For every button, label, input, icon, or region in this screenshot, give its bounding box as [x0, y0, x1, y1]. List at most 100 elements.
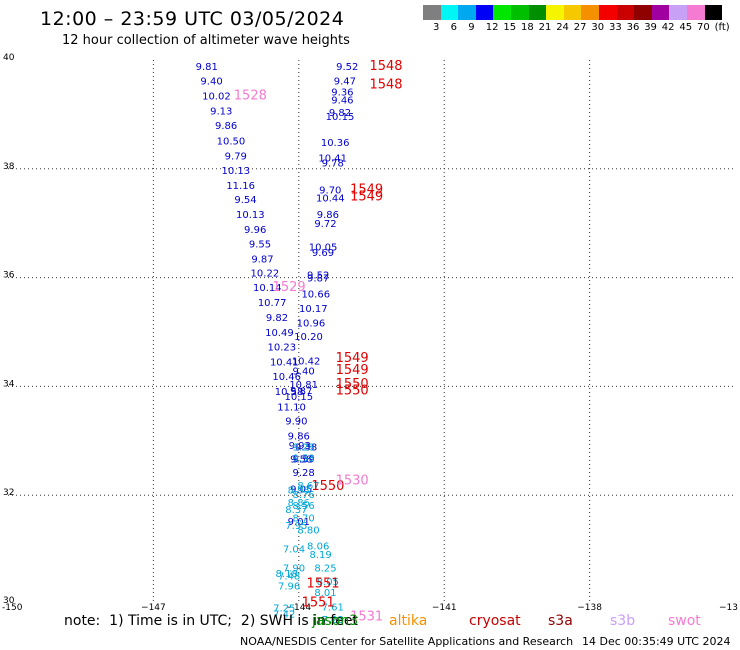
data-point-label: 9.86 [215, 121, 237, 132]
color-scale-swatch [616, 5, 635, 20]
data-point-label: 1550 [311, 479, 344, 494]
color-scale-label: 15 [503, 22, 517, 33]
data-point-label: 10.17 [299, 304, 328, 315]
data-point-label: 8.06 [307, 542, 329, 553]
data-point-label: 9.36 [331, 87, 353, 98]
data-point-label: 9.52 [336, 62, 358, 73]
data-point-label: 9.78 [322, 159, 344, 170]
data-point-label: 7.25 [273, 604, 295, 615]
data-point-label: 11.16 [226, 181, 255, 192]
data-point-label: 10.05 [309, 242, 338, 253]
data-point-label: 10.14 [253, 283, 282, 294]
color-scale-label: 21 [538, 22, 552, 33]
data-point-label: 10.41 [318, 154, 347, 165]
color-scale-swatch [704, 5, 723, 20]
satellite-legend-item: swot [668, 613, 701, 629]
data-point-label: 10.81 [289, 380, 318, 391]
data-point-label: 9.55 [249, 240, 271, 251]
chart-subtitle: 12 hour collection of altimeter wave hei… [62, 33, 350, 48]
data-point-label: 1549 [336, 351, 369, 366]
data-point-label: 8.05 [317, 577, 339, 588]
data-point-label: 10.13 [236, 210, 265, 221]
data-point-label: 1531 [350, 609, 383, 624]
data-point-label: 7.95 [285, 521, 307, 532]
data-point-label: 9.58 [290, 455, 312, 466]
satellite-legend-item: altika [389, 613, 428, 629]
color-scale-swatch [511, 5, 529, 20]
y-tick-label: 34 [3, 379, 15, 389]
color-scale-swatch [599, 5, 617, 20]
satellite-legend-item: s3a [548, 613, 573, 629]
data-point-label: 10.02 [202, 92, 231, 103]
x-tick-label: −13 [719, 603, 738, 613]
y-tick-label: 32 [3, 488, 14, 498]
x-tick-label: −138 [577, 603, 602, 613]
data-point-label: 9.40 [293, 366, 315, 377]
data-point-label: 9.40 [200, 76, 222, 87]
data-point-label: 1550 [336, 384, 369, 399]
data-point-label: 7.23 [322, 615, 344, 626]
grid-lines [8, 60, 735, 604]
color-scale-swatch [440, 5, 459, 20]
data-point-label: 10.50 [217, 136, 246, 147]
data-point-label: 9.96 [244, 225, 266, 236]
data-point-label: 9.70 [319, 185, 341, 196]
data-point-label: 1528 [234, 89, 267, 104]
data-point-label: 8.18 [276, 569, 298, 580]
data-point-label: 7.96 [278, 581, 300, 592]
color-scale-swatch [687, 5, 705, 20]
data-point-label: 11.10 [277, 402, 306, 413]
color-scale-swatch [651, 5, 670, 20]
data-point-label: 9.72 [314, 219, 336, 230]
x-tick-label: -150 [2, 603, 23, 613]
data-point-label: 10.23 [268, 342, 297, 353]
data-point-label: 1529 [273, 280, 306, 295]
data-point-label: 9.52 [307, 271, 329, 282]
y-tick-label: 30 [3, 596, 15, 606]
data-point-label: 8.93 [288, 486, 310, 497]
data-point-label: 9.87 [251, 254, 273, 265]
data-point-label: 10.96 [297, 319, 326, 330]
color-scale-label: 12 [485, 22, 499, 33]
data-point-label: 9.87 [307, 273, 329, 284]
data-point-label: 1549 [336, 363, 369, 378]
data-point-label: 10.66 [301, 290, 330, 301]
x-tick-label: −147 [141, 603, 166, 613]
data-point-label: 9.79 [225, 152, 247, 163]
credit-line: NOAA/NESDIS Center for Satellite Applica… [240, 635, 574, 648]
color-scale-label: 33 [609, 22, 622, 33]
color-scale-swatch [669, 5, 687, 20]
color-scale-label: 6 [450, 22, 457, 33]
data-point-label: 8.25 [314, 563, 336, 574]
color-scale-label: 30 [591, 22, 605, 33]
data-point-label: 9.69 [312, 248, 334, 259]
color-scale-swatch [475, 5, 494, 20]
data-point-label: 9.54 [234, 195, 256, 206]
data-point-label: 9.81 [196, 62, 218, 73]
y-tick-label: 40 [3, 53, 15, 63]
data-point-label: 8.01 [314, 588, 336, 599]
color-scale-label: 9 [468, 22, 475, 33]
y-tick-label: 38 [3, 162, 15, 172]
data-point-label: 9.59 [293, 455, 315, 466]
data-point-label: 9.90 [285, 416, 307, 427]
data-point-label: 10.15 [326, 112, 355, 123]
color-scale-label: 3 [433, 22, 440, 33]
data-point-label: 8.86 [288, 498, 310, 509]
color-scale-label: 39 [644, 22, 657, 33]
satellite-legend-item: cryosat [469, 613, 521, 629]
x-tick-label: −144 [286, 603, 311, 613]
data-point-label: 1549 [350, 189, 383, 204]
footer-note: note: 1) Time is in UTC; 2) SWH is in fe… [64, 613, 358, 629]
axis-tick-labels: -150 −147 −144 −141 −138 −13 30 32 34 36 38 40 [2, 53, 738, 613]
data-point-label: 10.49 [265, 328, 294, 339]
x-tick-label: −141 [432, 603, 457, 613]
data-point-label: 10.58 [275, 387, 304, 398]
data-point-label: 9.05 [290, 484, 312, 495]
data-point-label: 9.82 [266, 313, 288, 324]
data-point-label: 9.13 [210, 106, 232, 117]
data-point-label: 8.70 [293, 513, 315, 524]
data-point-label: 9.86 [288, 432, 310, 443]
data-point-label: 9.47 [334, 76, 356, 87]
